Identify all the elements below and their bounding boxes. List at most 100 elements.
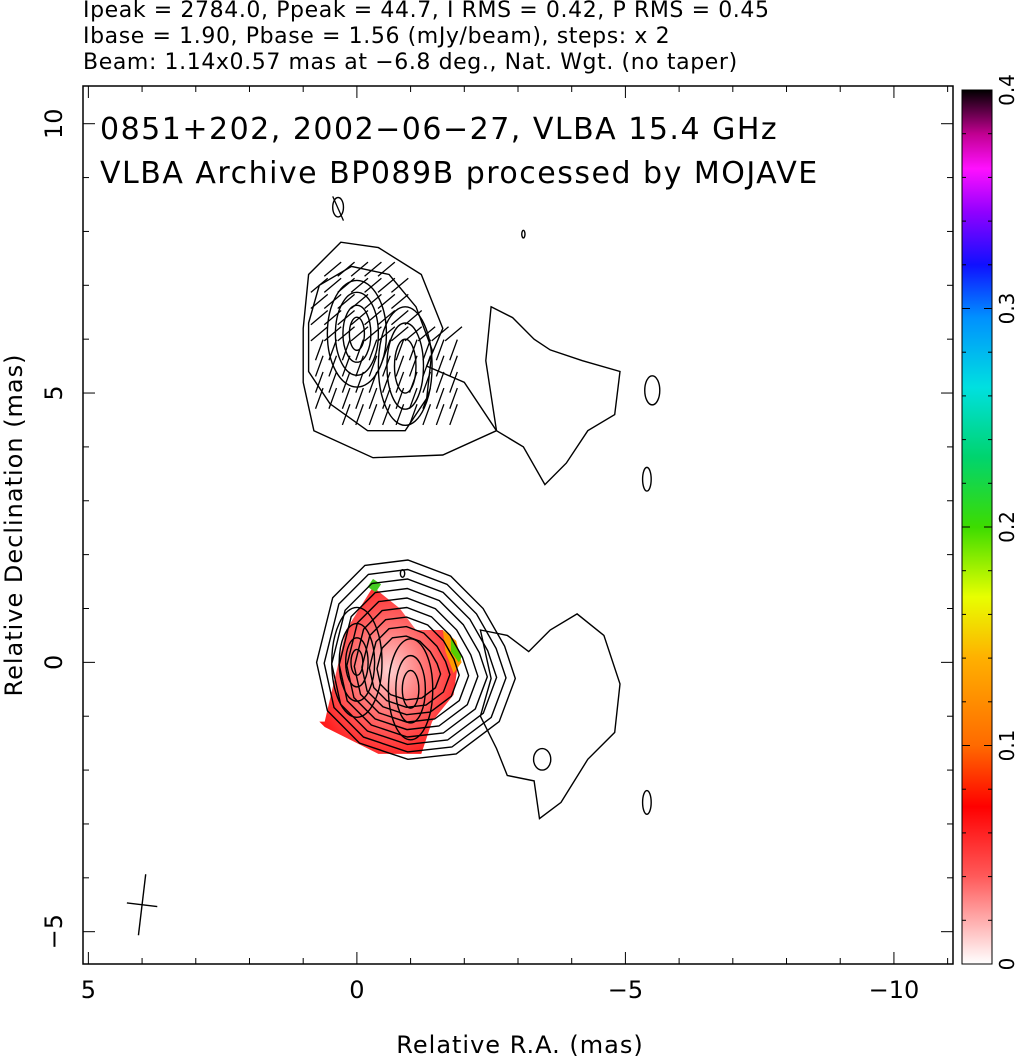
evpa-tick xyxy=(328,371,338,393)
polarized-core-contour xyxy=(348,316,366,352)
evpa-tick xyxy=(364,326,382,342)
evpa-tick xyxy=(341,339,351,361)
evpa-tick xyxy=(328,387,338,409)
evpa-tick xyxy=(341,387,351,409)
intensity-contour xyxy=(315,559,517,761)
evpa-tick xyxy=(368,371,378,393)
evpa-tick xyxy=(364,293,382,310)
intensity-contour xyxy=(376,635,442,701)
evpa-tick xyxy=(310,277,329,293)
evpa-tick xyxy=(314,387,324,409)
evpa-tick xyxy=(417,326,436,342)
evpa-tick xyxy=(422,371,432,393)
evpa-tick xyxy=(355,387,364,409)
beam-minor-axis xyxy=(126,902,158,908)
evpa-tick xyxy=(395,371,405,393)
y-tick-label: 10 xyxy=(40,108,68,139)
evpa-tick xyxy=(377,261,396,277)
evpa-tick xyxy=(310,293,329,310)
evpa-tick xyxy=(391,277,409,293)
evpa-tick xyxy=(350,326,369,342)
evpa-tick xyxy=(404,326,423,342)
x-tick-label: −5 xyxy=(608,976,643,1004)
evpa-tick xyxy=(350,261,369,277)
evpa-tick xyxy=(368,387,378,409)
evpa-tick xyxy=(341,404,351,426)
evpa-tick xyxy=(355,355,364,377)
evpa-tick xyxy=(408,339,418,361)
evpa-tick xyxy=(435,404,445,426)
evpa-tick xyxy=(310,310,329,326)
y-tick-label: −5 xyxy=(40,914,68,949)
evpa-tick xyxy=(314,355,324,377)
evpa-tick xyxy=(422,387,432,409)
intensity-contour xyxy=(368,625,451,709)
evpa-tick xyxy=(310,326,329,342)
evpa-tick xyxy=(364,261,382,277)
evpa-tick xyxy=(382,355,391,377)
core-contour xyxy=(331,606,383,718)
evpa-tick xyxy=(377,293,396,310)
x-tick-label: 0 xyxy=(349,976,364,1004)
x-tick-label: 5 xyxy=(81,976,96,1004)
polarized-jet-contour xyxy=(377,306,433,427)
evpa-tick xyxy=(323,277,342,293)
evpa-tick xyxy=(355,404,364,426)
evpa-tick xyxy=(395,404,405,426)
header-line-2: Ibase = 1.90, Pbase = 1.56 (mJy/beam), s… xyxy=(83,24,671,49)
evpa-tick xyxy=(337,326,355,342)
source-title: 0851+202, 2002−06−27, VLBA 15.4 GHz xyxy=(100,112,779,147)
core-contour xyxy=(350,648,364,676)
jet-contour xyxy=(387,638,434,741)
evpa-tick xyxy=(382,371,391,393)
colorbar-tick-label: 0.4 xyxy=(995,74,1019,106)
polarized-extended-contour xyxy=(485,305,621,486)
evpa-tick xyxy=(368,339,378,361)
intensity-contour xyxy=(338,587,489,738)
evpa-tick xyxy=(341,371,351,393)
noise-contour xyxy=(641,789,652,815)
evpa-tick xyxy=(337,277,355,293)
evpa-tick xyxy=(444,326,463,342)
evpa-tick xyxy=(449,387,458,409)
evpa-tick xyxy=(431,326,449,342)
evpa-tick xyxy=(377,277,396,293)
evpa-tick xyxy=(368,355,378,377)
polarized-core-contour xyxy=(326,279,388,388)
evpa-tick xyxy=(391,326,409,342)
evpa-tick xyxy=(408,371,418,393)
evpa-tick xyxy=(435,339,445,361)
evpa-tick xyxy=(382,404,391,426)
evpa-tick xyxy=(355,371,364,393)
intensity-contour xyxy=(353,606,470,723)
intensity-contour xyxy=(346,597,479,731)
evpa-tick xyxy=(328,339,338,361)
evpa-tick xyxy=(435,387,445,409)
evpa-tick xyxy=(391,310,409,326)
evpa-tick xyxy=(323,310,342,326)
x-tick-label: −10 xyxy=(869,976,920,1004)
noise-contour xyxy=(399,569,406,578)
axis-layer: 5 0 −5 −10 −5 0 5 10 xyxy=(40,86,953,1004)
source-subtitle: VLBA Archive BP089B processed by MOJAVE xyxy=(100,156,819,191)
evpa-tick xyxy=(449,404,458,426)
colorbar-tick-label: 0.1 xyxy=(995,730,1019,762)
evpa-tick xyxy=(408,404,418,426)
core-contour xyxy=(338,622,376,702)
evpa-tick xyxy=(350,293,369,310)
evpa-tick xyxy=(435,371,445,393)
noise-contour xyxy=(641,466,652,492)
evpa-tick xyxy=(323,261,342,277)
evpa-tick xyxy=(314,339,324,361)
evpa-tick xyxy=(408,387,418,409)
evpa-tick xyxy=(337,261,355,277)
intensity-contour xyxy=(323,568,507,753)
header-line-3: Beam: 1.14x0.57 mas at −6.8 deg., Nat. W… xyxy=(83,50,738,75)
evpa-tick xyxy=(395,339,405,361)
plot-frame xyxy=(82,85,954,965)
intensity-contour xyxy=(330,578,498,746)
evpa-tick xyxy=(328,355,338,377)
evpa-tick xyxy=(404,310,423,326)
intensity-contour xyxy=(361,616,460,716)
